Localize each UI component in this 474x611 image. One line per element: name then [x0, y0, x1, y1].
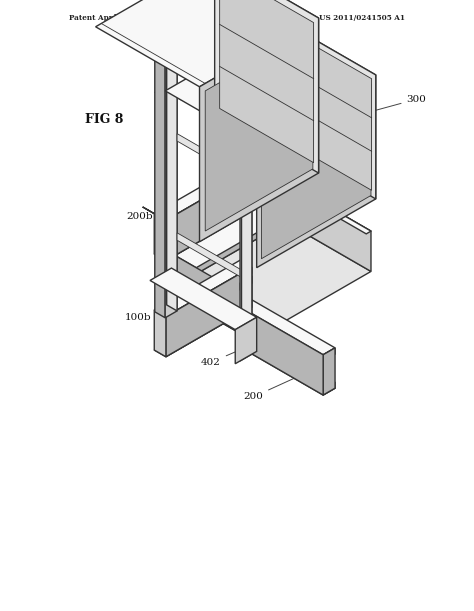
- Polygon shape: [262, 84, 371, 258]
- Polygon shape: [240, 57, 252, 361]
- Polygon shape: [166, 171, 252, 227]
- Polygon shape: [281, 182, 371, 234]
- Text: 402: 402: [201, 348, 243, 367]
- Polygon shape: [167, 182, 371, 300]
- Polygon shape: [219, 0, 314, 163]
- Text: 300: 300: [364, 95, 427, 114]
- Polygon shape: [177, 233, 252, 284]
- Polygon shape: [154, 260, 252, 316]
- Polygon shape: [154, 205, 252, 261]
- Polygon shape: [200, 18, 319, 242]
- Polygon shape: [240, 177, 252, 191]
- Polygon shape: [155, 7, 177, 20]
- Text: 100b: 100b: [124, 313, 187, 323]
- Text: 401: 401: [154, 88, 207, 111]
- Polygon shape: [240, 276, 252, 290]
- Polygon shape: [154, 310, 166, 316]
- Polygon shape: [284, 22, 376, 199]
- Polygon shape: [323, 348, 335, 361]
- Polygon shape: [205, 29, 313, 231]
- Polygon shape: [167, 182, 286, 257]
- Polygon shape: [240, 340, 335, 395]
- Text: 403: 403: [304, 74, 372, 88]
- Polygon shape: [167, 222, 371, 340]
- Text: Patent Application Publication    Oct. 6, 2011   Sheet 8 of 8    US 2011/0241505: Patent Application Publication Oct. 6, 2…: [69, 14, 405, 22]
- Polygon shape: [167, 251, 252, 340]
- Polygon shape: [286, 182, 371, 271]
- Polygon shape: [96, 0, 319, 87]
- Polygon shape: [235, 317, 256, 364]
- Polygon shape: [143, 207, 166, 221]
- Polygon shape: [256, 75, 376, 268]
- Polygon shape: [155, 14, 165, 318]
- Polygon shape: [166, 301, 252, 357]
- Polygon shape: [166, 205, 252, 261]
- Polygon shape: [215, 0, 319, 173]
- Polygon shape: [323, 382, 335, 395]
- Polygon shape: [154, 310, 166, 357]
- Polygon shape: [177, 134, 252, 185]
- Text: 200b: 200b: [127, 212, 187, 226]
- Polygon shape: [229, 51, 252, 64]
- Text: FIG 8: FIG 8: [85, 113, 123, 126]
- Text: 200: 200: [243, 373, 306, 401]
- Polygon shape: [154, 301, 252, 357]
- Polygon shape: [154, 164, 252, 221]
- Polygon shape: [242, 51, 252, 354]
- Polygon shape: [166, 171, 252, 261]
- Polygon shape: [150, 268, 256, 330]
- Polygon shape: [167, 216, 286, 291]
- Polygon shape: [154, 214, 166, 261]
- Polygon shape: [166, 267, 252, 357]
- Polygon shape: [167, 7, 177, 311]
- Polygon shape: [165, 22, 376, 144]
- Polygon shape: [240, 307, 323, 395]
- Text: 100: 100: [264, 229, 327, 253]
- Polygon shape: [240, 300, 335, 355]
- Polygon shape: [323, 348, 335, 395]
- Polygon shape: [289, 31, 372, 190]
- Polygon shape: [166, 267, 252, 323]
- Polygon shape: [165, 13, 177, 318]
